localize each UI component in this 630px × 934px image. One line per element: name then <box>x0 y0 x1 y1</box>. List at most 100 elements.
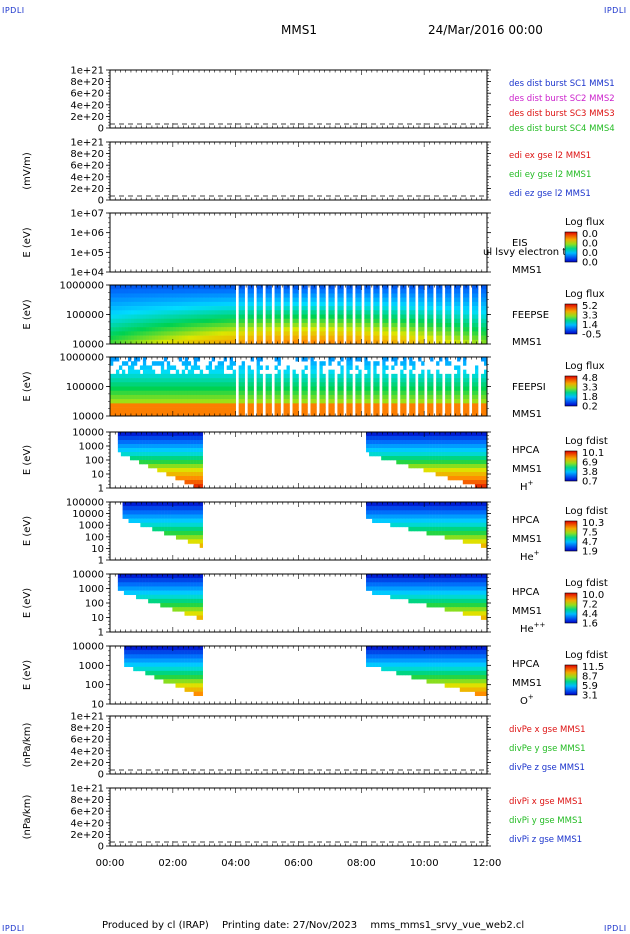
feepsi-heatmap-cell <box>143 365 146 370</box>
hpca-h-heatmap-cell <box>442 452 445 456</box>
feepse-heatmap-cell <box>143 289 146 294</box>
feepse-heatmap-cell <box>313 310 316 315</box>
hpca-h-heatmap-cell <box>200 460 203 464</box>
feepsi-heatmap-cell <box>131 370 134 375</box>
feepse-heatmap-cell <box>224 319 227 324</box>
hpca-h-heatmap-cell <box>181 464 184 468</box>
feepse-heatmap-cell <box>284 285 287 290</box>
feepsi-heatmap-cell <box>155 399 158 404</box>
feepse-heatmap-cell <box>143 293 146 298</box>
hpca-he-heatmap-cell <box>194 539 197 543</box>
feepsi-heatmap-cell <box>421 387 424 392</box>
feepse-heatmap-cell <box>358 293 361 298</box>
hpca-h-heatmap-cell <box>472 464 475 468</box>
hpca-he-heatmap-cell <box>427 506 430 510</box>
feepsi-heatmap-cell <box>134 382 137 387</box>
hpca-h-heatmap-cell <box>178 464 181 468</box>
hpca-he-heatmap-cell <box>158 523 161 527</box>
feepse-heatmap-cell <box>394 289 397 294</box>
feepsi-heatmap-cell <box>457 403 460 408</box>
feepse-heatmap-cell <box>134 319 137 324</box>
feepse-heatmap-cell <box>122 285 125 290</box>
hpca-he-heatmap-cell <box>393 502 396 506</box>
feepsi-heatmap-cell <box>275 365 278 370</box>
hpca-he-heatmap-cell <box>194 531 197 535</box>
hpca-he-heatmap-cell <box>179 523 182 527</box>
feepse-heatmap-cell <box>152 327 155 332</box>
hpca-h-heatmap-cell <box>427 444 430 448</box>
feepse-heatmap-cell <box>454 327 457 332</box>
feepsi-heatmap-cell <box>337 382 340 387</box>
feepsi-heatmap-cell <box>313 382 316 387</box>
feepsi-heatmap-cell <box>266 403 269 408</box>
hpca-h-heatmap-cell <box>130 440 133 444</box>
hpca-he-heatmap-cell <box>191 510 194 514</box>
feepsi-heatmap-cell <box>257 370 260 375</box>
feepsi-heatmap-cell <box>448 408 451 413</box>
feepse-heatmap-cell <box>161 327 164 332</box>
feepse-heatmap-cell <box>164 310 167 315</box>
hpca-he-heatmap-cell <box>478 535 481 539</box>
hpca-h-heatmap-cell <box>178 476 181 480</box>
feepse-heatmap-cell <box>466 306 469 311</box>
feepsi-heatmap-cell <box>224 374 227 379</box>
hpca-h-heatmap-cell <box>157 464 160 468</box>
feepse-heatmap-cell <box>430 315 433 320</box>
feepsi-heatmap-cell <box>394 357 397 362</box>
feepse-heatmap-cell <box>257 327 260 332</box>
feepse-heatmap-cell <box>418 331 421 336</box>
hpca-h-heatmap-cell <box>145 448 148 452</box>
hpca-h-heatmap-cell <box>472 444 475 448</box>
feepse-heatmap-cell <box>475 331 478 336</box>
feepsi-heatmap-cell <box>191 382 194 387</box>
hpca-h-heatmap-cell <box>436 440 439 444</box>
feepse-heatmap-cell <box>269 323 272 328</box>
feepse-heatmap-cell <box>200 336 203 341</box>
feepsi-heatmap-cell <box>275 382 278 387</box>
feepsi-heatmap-cell <box>418 382 421 387</box>
hpca-h-heatmap-cell <box>163 448 166 452</box>
panel-eis-y-tick-label: 1e+05 <box>70 248 104 259</box>
feepse-heatmap-cell <box>113 331 116 336</box>
feepse-heatmap-cell <box>445 298 448 303</box>
feepse-heatmap-cell <box>161 315 164 320</box>
feepsi-heatmap-cell <box>403 399 406 404</box>
hpca-h-heatmap-cell <box>166 452 169 456</box>
hpca-he-heatmap-cell <box>423 519 426 523</box>
feepsi-heatmap-cell <box>221 370 224 375</box>
feepsi-heatmap-cell <box>209 370 212 375</box>
feepse-heatmap-cell <box>385 319 388 324</box>
feepsi-heatmap-cell <box>242 370 245 375</box>
feepsi-heatmap-cell <box>146 395 149 400</box>
feepse-heatmap-cell <box>457 285 460 290</box>
feepsi-heatmap-cell <box>296 378 299 383</box>
hpca-h-heatmap-cell <box>166 468 169 472</box>
feepse-heatmap-cell <box>400 293 403 298</box>
feepse-heatmap-cell <box>173 293 176 298</box>
feepse-heatmap-cell <box>355 306 358 311</box>
feepse-heatmap-cell <box>143 323 146 328</box>
feepse-heatmap-cell <box>278 289 281 294</box>
feepsi-heatmap-cell <box>457 357 460 362</box>
feepsi-heatmap-cell <box>260 374 263 379</box>
feepse-heatmap-cell <box>472 336 475 341</box>
feepsi-heatmap-cell <box>475 395 478 400</box>
feepsi-heatmap-cell <box>194 365 197 370</box>
hpca-h-heatmap-cell <box>188 448 191 452</box>
hpca-he-heatmap-cell <box>430 531 433 535</box>
feepse-heatmap-cell <box>161 310 164 315</box>
feepsi-heatmap-cell <box>167 370 170 375</box>
feepse-heatmap-cell <box>137 327 140 332</box>
feepsi-heatmap-cell <box>188 382 191 387</box>
feepse-heatmap-cell <box>427 331 430 336</box>
hpca-he-heatmap-cell <box>185 527 188 531</box>
panel-hpca-h-y-tick-label: 10000 <box>72 428 104 439</box>
hpca-h-heatmap-cell <box>185 480 188 484</box>
feepsi-heatmap-cell <box>355 365 358 370</box>
feepse-heatmap-cell <box>221 289 224 294</box>
hpca-h-heatmap-cell <box>448 472 451 476</box>
hpca-h-heatmap-cell <box>463 476 466 480</box>
hpca-h-heatmap-cell <box>124 440 127 444</box>
hpca-he-heatmap-cell <box>126 502 129 506</box>
feepse-heatmap-cell <box>340 323 343 328</box>
